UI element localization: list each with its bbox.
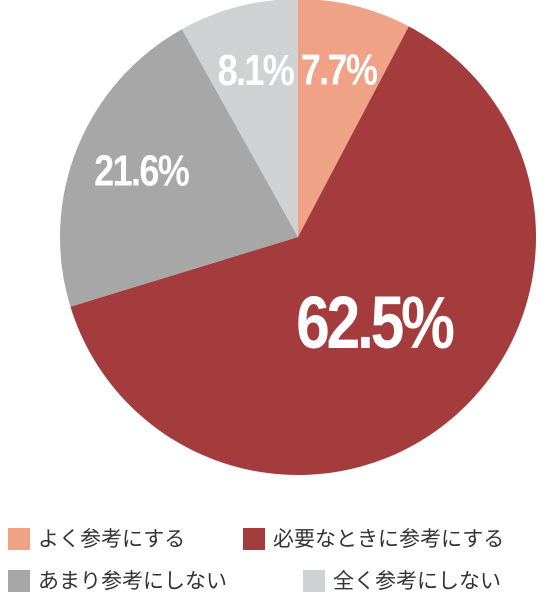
data-label: 7.7%	[301, 45, 378, 94]
data-label: 62.5%	[296, 283, 454, 365]
legend-swatch	[243, 528, 265, 550]
pie-slice	[181, 0, 298, 237]
legend: よく参考にする 必要なときに参考にする あまり参考にしない 全く参考にしない	[8, 527, 504, 593]
data-label: 21.6%	[94, 146, 189, 195]
legend-swatch	[303, 570, 325, 592]
legend-swatch	[8, 570, 30, 592]
legend-label: よく参考にする	[38, 527, 185, 551]
pie-slice	[60, 29, 298, 307]
legend-label: 全く参考にしない	[333, 569, 501, 593]
data-label: 8.1%	[218, 46, 295, 95]
legend-label: 必要なときに参考にする	[273, 527, 504, 551]
pie-slice	[70, 26, 537, 475]
legend-swatch	[8, 528, 30, 550]
legend-label: あまり参考にしない	[38, 569, 227, 593]
pie-slice	[298, 0, 409, 237]
